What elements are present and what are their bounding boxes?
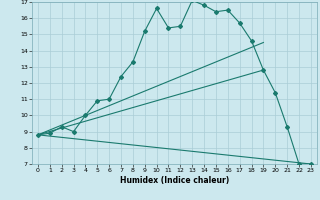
X-axis label: Humidex (Indice chaleur): Humidex (Indice chaleur) (120, 176, 229, 185)
